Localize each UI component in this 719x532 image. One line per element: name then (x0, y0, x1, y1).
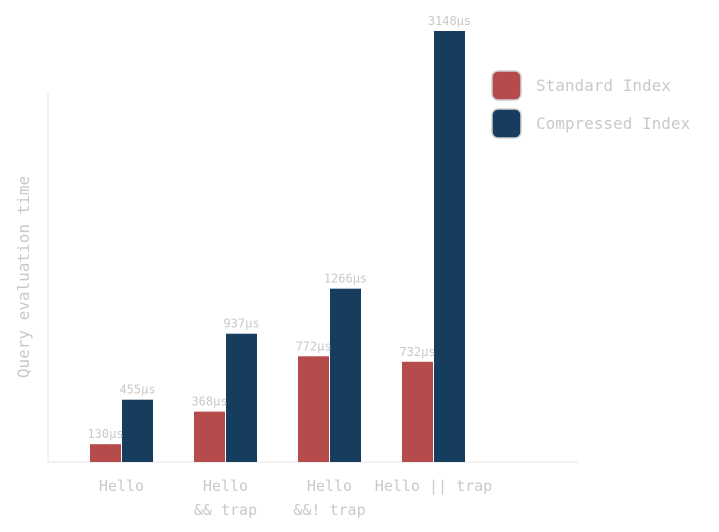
legend: Standard Index Compressed Index (491, 70, 690, 139)
x-tick-label: Hello || trap (375, 477, 492, 495)
data-label: 3148μs (428, 14, 471, 28)
bar-compressed-3 (434, 31, 465, 462)
x-tick-label: &&! trap (293, 501, 365, 519)
bar-standard-0 (90, 444, 121, 462)
data-label: 772μs (295, 339, 331, 353)
data-label: 937μs (223, 317, 259, 331)
x-tick-label: Hello (99, 477, 144, 495)
legend-label: Compressed Index (536, 114, 690, 133)
bar-compressed-2 (330, 288, 361, 462)
data-label: 732μs (399, 345, 435, 359)
bar-standard-1 (194, 411, 225, 462)
data-label: 1266μs (324, 272, 367, 286)
bar-standard-2 (298, 356, 329, 462)
data-label: 455μs (119, 383, 155, 397)
data-labels: 130μs 455μs 368μs 937μs 772μs 1266μs 732μs 3148… (87, 14, 471, 441)
legend-swatch-standard (491, 70, 522, 101)
bar-compressed-1 (226, 333, 257, 462)
legend-label: Standard Index (536, 76, 671, 95)
y-axis-label: Query evaluation time (14, 176, 33, 378)
bar-compressed-0 (122, 399, 153, 462)
data-label: 368μs (191, 395, 227, 409)
bar-standard-3 (402, 361, 433, 462)
data-label: 130μs (87, 427, 123, 441)
bars (90, 31, 465, 462)
x-tick-label: Hello (307, 477, 352, 495)
legend-swatch-compressed (491, 108, 522, 139)
x-tick-labels: Hello Hello && trap Hello &&! trap Hello || t… (99, 477, 492, 519)
x-tick-label: Hello (203, 477, 248, 495)
x-tick-label: && trap (194, 501, 257, 519)
